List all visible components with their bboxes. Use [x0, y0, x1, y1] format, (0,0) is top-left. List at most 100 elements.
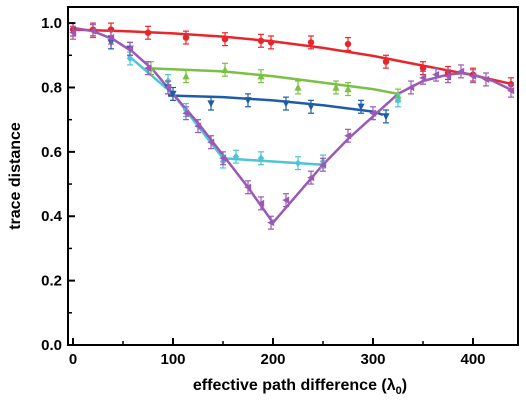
data-point	[182, 30, 190, 45]
marker-series-1	[144, 29, 152, 36]
marker-series-5	[482, 75, 490, 84]
y-tick-label: 0.4	[41, 208, 63, 225]
marker-series-2	[257, 72, 265, 80]
data-point	[257, 196, 265, 211]
marker-series-1	[182, 34, 190, 41]
y-tick-label: 0.6	[41, 144, 62, 161]
data-point	[257, 69, 265, 84]
marker-series-3	[357, 103, 365, 111]
data-point	[182, 106, 190, 121]
marker-series-2	[344, 85, 352, 93]
marker-series-5	[307, 174, 315, 182]
data-point	[207, 96, 215, 111]
data-point	[257, 151, 265, 166]
marker-series-4	[294, 159, 302, 167]
x-axis-title: effective path difference (λ0)	[193, 377, 407, 397]
data-point	[267, 35, 275, 50]
y-tick-label: 0.8	[41, 79, 62, 96]
marker-series-5	[219, 154, 227, 162]
data-point	[219, 151, 227, 166]
marker-series-1	[307, 39, 315, 46]
data-point	[382, 54, 390, 69]
data-point	[294, 156, 302, 171]
marker-series-5	[319, 161, 327, 169]
data-point	[207, 135, 215, 150]
data-point	[282, 193, 290, 208]
marker-series-3	[307, 103, 315, 111]
x-axis-ticks: 0 100 200 300 400	[69, 338, 486, 368]
marker-series-5	[432, 71, 440, 79]
data-point	[344, 36, 352, 52]
marker-series-4	[394, 96, 402, 105]
fit-line-series-2	[147, 66, 399, 96]
marker-series-4	[126, 54, 134, 63]
marker-series-1	[221, 35, 229, 43]
plot-frame	[67, 6, 519, 346]
data-point	[89, 24, 97, 39]
data-point	[344, 82, 352, 97]
marker-series-2	[221, 65, 229, 73]
y-tick-label: 0.2	[41, 273, 62, 290]
marker-series-2	[332, 83, 340, 91]
data-point	[194, 119, 202, 134]
data-point	[319, 157, 327, 172]
data-point	[164, 80, 172, 95]
data-point	[221, 62, 229, 77]
data-point	[394, 93, 402, 108]
x-tick-label: 0	[69, 351, 77, 368]
marker-series-5	[507, 87, 515, 95]
marker-series-3	[382, 113, 390, 121]
y-axis-title: trace distance	[7, 122, 24, 230]
data-point	[457, 64, 465, 79]
x-tick-label: 200	[260, 351, 285, 368]
data-point	[482, 72, 490, 87]
data-point	[294, 80, 302, 95]
data-point	[126, 41, 134, 56]
marker-series-5	[126, 45, 134, 53]
data-point	[507, 83, 515, 98]
marker-series-5	[267, 219, 275, 227]
data-point	[182, 69, 190, 84]
marker-series-5	[244, 183, 252, 191]
data-point	[344, 128, 352, 143]
marker-series-5	[444, 72, 452, 80]
marker-series-5	[207, 138, 215, 146]
data-point	[307, 170, 315, 185]
marker-series-5	[457, 67, 465, 75]
marker-series-5	[407, 83, 415, 92]
data-point	[221, 32, 229, 47]
x-tick-label: 100	[160, 351, 185, 368]
data-point	[444, 69, 452, 84]
data-point	[357, 99, 365, 114]
marker-series-5	[194, 122, 202, 130]
y-tick-label: 1.0	[41, 15, 62, 32]
marker-series-4	[257, 154, 265, 163]
data-points	[69, 22, 515, 230]
marker-series-5	[419, 74, 427, 82]
marker-series-1	[267, 39, 275, 46]
marker-series-4	[232, 152, 240, 161]
data-point	[257, 33, 265, 48]
marker-series-3	[169, 90, 177, 98]
marker-series-5	[107, 33, 115, 42]
x-axis-title-text: effective path difference (λ	[193, 377, 396, 394]
x-axis-title-suffix: )	[402, 377, 407, 394]
marker-series-3	[207, 100, 215, 108]
data-point	[144, 61, 152, 76]
marker-series-5	[144, 64, 152, 72]
data-point	[469, 69, 477, 84]
marker-series-5	[282, 196, 290, 204]
marker-series-1	[419, 64, 427, 72]
data-point	[432, 67, 440, 82]
data-point	[69, 25, 77, 40]
data-point	[107, 30, 115, 45]
x-axis-title-subscript: 0	[396, 385, 402, 397]
y-tick-label: 0.0	[41, 337, 62, 354]
data-point	[332, 80, 340, 95]
marker-series-3	[282, 100, 290, 108]
data-point	[244, 93, 252, 108]
data-point	[307, 35, 315, 50]
data-point	[282, 96, 290, 111]
x-tick-label: 300	[360, 351, 385, 368]
x-tick-label: 400	[460, 351, 485, 368]
